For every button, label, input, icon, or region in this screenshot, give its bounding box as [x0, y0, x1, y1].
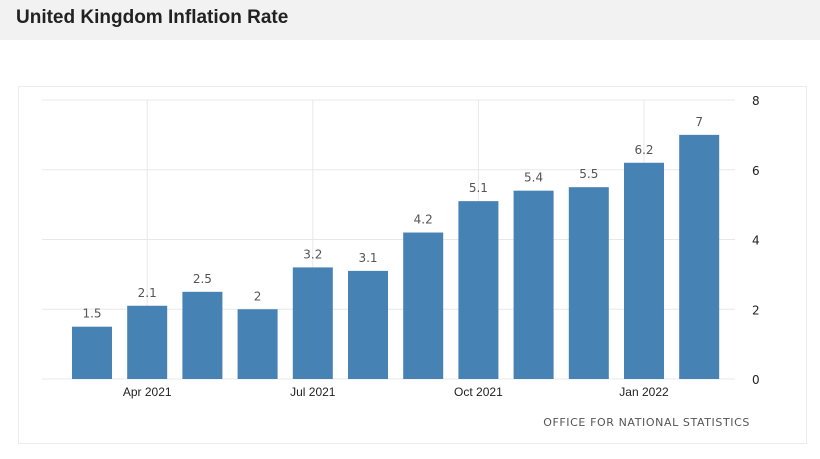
- bar: [348, 270, 388, 379]
- bar: [624, 162, 664, 379]
- bar-value-label: 5.1: [469, 181, 488, 195]
- x-tick-label: Jul 2021: [290, 385, 336, 399]
- bar-value-label: 2.1: [138, 286, 157, 300]
- bar: [182, 291, 223, 379]
- bar: [72, 326, 112, 379]
- bar: [679, 134, 720, 379]
- y-tick-label: 0: [752, 373, 760, 387]
- bar: [568, 187, 609, 379]
- bar-value-label: 2.5: [193, 272, 212, 286]
- x-tick-label: Oct 2021: [454, 385, 503, 399]
- chart-header: United Kingdom Inflation Rate: [0, 0, 820, 40]
- y-tick-label: 2: [752, 303, 760, 317]
- bar: [458, 201, 499, 379]
- bar-value-label: 3.2: [303, 247, 322, 261]
- y-tick-label: 8: [752, 94, 760, 108]
- bar-value-label: 5.4: [524, 171, 543, 185]
- bar-value-label: 4.2: [414, 213, 433, 227]
- y-tick-label: 6: [752, 164, 760, 178]
- bar-value-label: 5.5: [579, 167, 598, 181]
- bar: [127, 305, 168, 379]
- bar-value-label: 7: [695, 115, 703, 129]
- x-tick-label: Apr 2021: [123, 385, 172, 399]
- page-title: United Kingdom Inflation Rate: [16, 7, 289, 28]
- bar: [237, 309, 278, 379]
- bar-value-label: 6.2: [634, 143, 653, 157]
- y-tick-label: 4: [752, 234, 760, 248]
- bar-value-label: 1.5: [82, 307, 101, 321]
- bar-value-label: 3.1: [358, 251, 377, 265]
- bar: [513, 190, 554, 379]
- x-tick-label: Jan 2022: [619, 385, 669, 399]
- source-label: OFFICE FOR NATIONAL STATISTICS: [543, 416, 750, 429]
- bar-value-label: 2: [254, 289, 262, 303]
- bar: [403, 232, 444, 379]
- bar: [292, 267, 333, 379]
